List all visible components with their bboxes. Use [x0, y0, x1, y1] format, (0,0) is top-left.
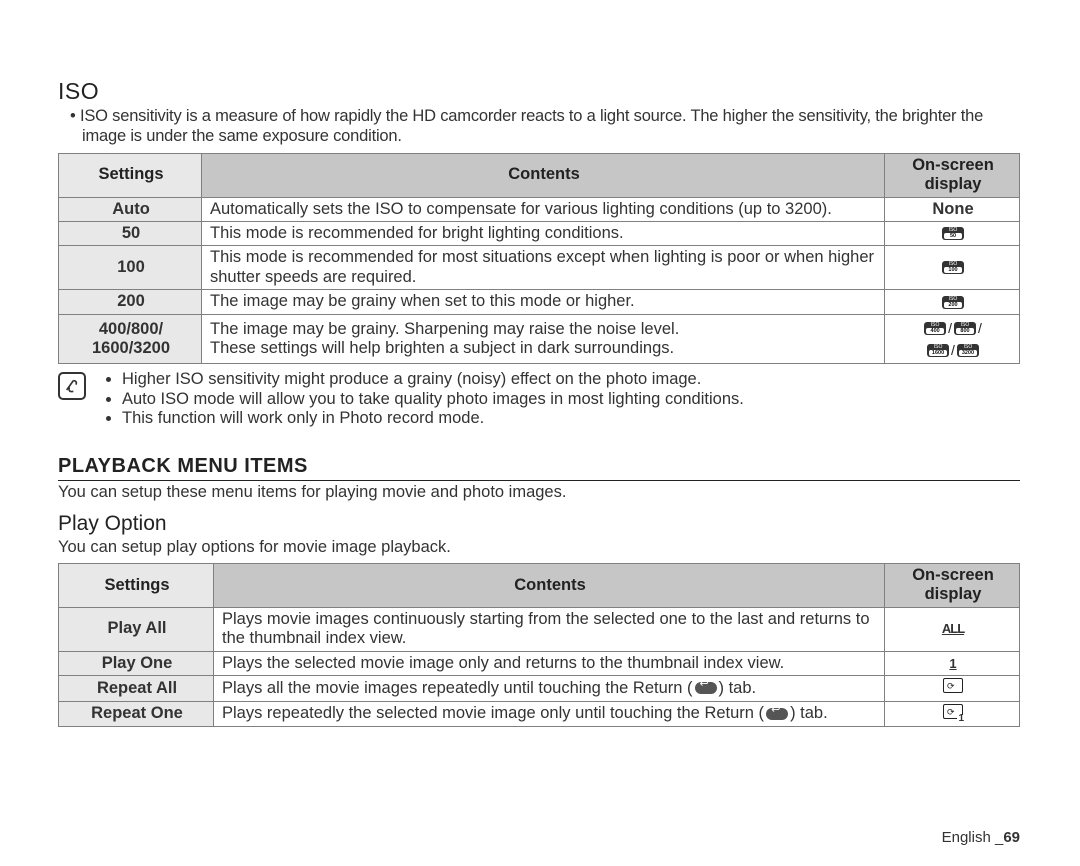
content-cell: Plays movie images continuously starting…	[214, 607, 885, 651]
osd-cell: 50	[885, 222, 1020, 246]
table-row: Play OnePlays the selected movie image o…	[59, 651, 1020, 675]
page-footer: English _69	[942, 829, 1020, 846]
return-icon	[695, 682, 717, 694]
playoption-table: Settings Contents On-screendisplay Play …	[58, 563, 1020, 727]
content-cell: This mode is recommended for bright ligh…	[202, 222, 885, 246]
iso-osd-icon: 400	[924, 322, 946, 335]
playoption-heading: Play Option	[58, 512, 1020, 536]
setting-cell: 100	[59, 246, 202, 290]
setting-cell: 200	[59, 290, 202, 314]
page-number: 69	[1003, 829, 1020, 846]
content-cell: The image may be grainy. Sharpening may …	[202, 314, 885, 364]
manual-page: ISO ISO sensitivity is a measure of how …	[0, 0, 1080, 866]
th-settings: Settings	[59, 153, 202, 197]
table-header-row: Settings Contents On-screendisplay	[59, 563, 1020, 607]
playoption-desc: You can setup play options for movie ima…	[58, 538, 1020, 557]
th-settings: Settings	[59, 563, 214, 607]
play-all-icon: ALL	[942, 621, 964, 636]
table-row: 100This mode is recommended for most sit…	[59, 246, 1020, 290]
note-item: Higher ISO sensitivity might produce a g…	[122, 370, 744, 389]
osd-cell: 400/800/1600/3200	[885, 314, 1020, 364]
note-item: This function will work only in Photo re…	[122, 409, 744, 428]
content-cell: This mode is recommended for most situat…	[202, 246, 885, 290]
content-cell: Plays all the movie images repeatedly un…	[214, 676, 885, 701]
table-row: AutoAutomatically sets the ISO to compen…	[59, 197, 1020, 221]
th-osd: On-screendisplay	[885, 153, 1020, 197]
setting-cell: 400/800/1600/3200	[59, 314, 202, 364]
setting-cell: Repeat One	[59, 701, 214, 726]
osd-cell: None	[885, 197, 1020, 221]
note-item: Auto ISO mode will allow you to take qua…	[122, 390, 744, 409]
osd-cell: 200	[885, 290, 1020, 314]
iso-osd-icon: 50	[942, 227, 964, 240]
iso-intro: ISO sensitivity is a measure of how rapi…	[82, 107, 1020, 147]
table-header-row: Settings Contents On-screendisplay	[59, 153, 1020, 197]
table-row: 50This mode is recommended for bright li…	[59, 222, 1020, 246]
iso-osd-icon: 100	[942, 261, 964, 274]
table-row: Repeat AllPlays all the movie images rep…	[59, 676, 1020, 701]
osd-cell: ⟳	[885, 676, 1020, 701]
setting-cell: Play One	[59, 651, 214, 675]
osd-cell: ALL	[885, 607, 1020, 651]
setting-cell: 50	[59, 222, 202, 246]
table-row: 200The image may be grainy when set to t…	[59, 290, 1020, 314]
playback-desc: You can setup these menu items for playi…	[58, 483, 1020, 502]
setting-cell: Play All	[59, 607, 214, 651]
iso-osd-icon: 200	[942, 296, 964, 309]
th-osd: On-screendisplay	[885, 563, 1020, 607]
iso-notes: Higher ISO sensitivity might produce a g…	[58, 370, 1020, 428]
setting-cell: Auto	[59, 197, 202, 221]
play-one-icon: 1	[949, 656, 956, 671]
osd-cell: ⟳	[885, 701, 1020, 726]
iso-osd-icon: 800	[954, 322, 976, 335]
content-cell: Plays the selected movie image only and …	[214, 651, 885, 675]
osd-cell: 1	[885, 651, 1020, 675]
iso-table: Settings Contents On-screendisplay AutoA…	[58, 153, 1020, 365]
playback-heading: PLAYBACK MENU ITEMS	[58, 455, 1020, 481]
iso-heading: ISO	[58, 78, 1020, 105]
repeat-one-icon: ⟳	[943, 704, 963, 719]
setting-cell: Repeat All	[59, 676, 214, 701]
content-cell: The image may be grainy when set to this…	[202, 290, 885, 314]
note-icon	[58, 372, 86, 400]
table-row: Repeat OnePlays repeatedly the selected …	[59, 701, 1020, 726]
iso-osd-icon: 3200	[957, 344, 979, 357]
repeat-all-icon: ⟳	[943, 678, 963, 693]
content-cell: Plays repeatedly the selected movie imag…	[214, 701, 885, 726]
content-cell: Automatically sets the ISO to compensate…	[202, 197, 885, 221]
return-icon	[766, 708, 788, 720]
iso-osd-icon: 1600	[927, 344, 949, 357]
th-contents: Contents	[202, 153, 885, 197]
osd-cell: 100	[885, 246, 1020, 290]
th-contents: Contents	[214, 563, 885, 607]
footer-lang: English	[942, 829, 991, 846]
table-row: Play AllPlays movie images continuously …	[59, 607, 1020, 651]
table-row: 400/800/1600/3200The image may be grainy…	[59, 314, 1020, 364]
